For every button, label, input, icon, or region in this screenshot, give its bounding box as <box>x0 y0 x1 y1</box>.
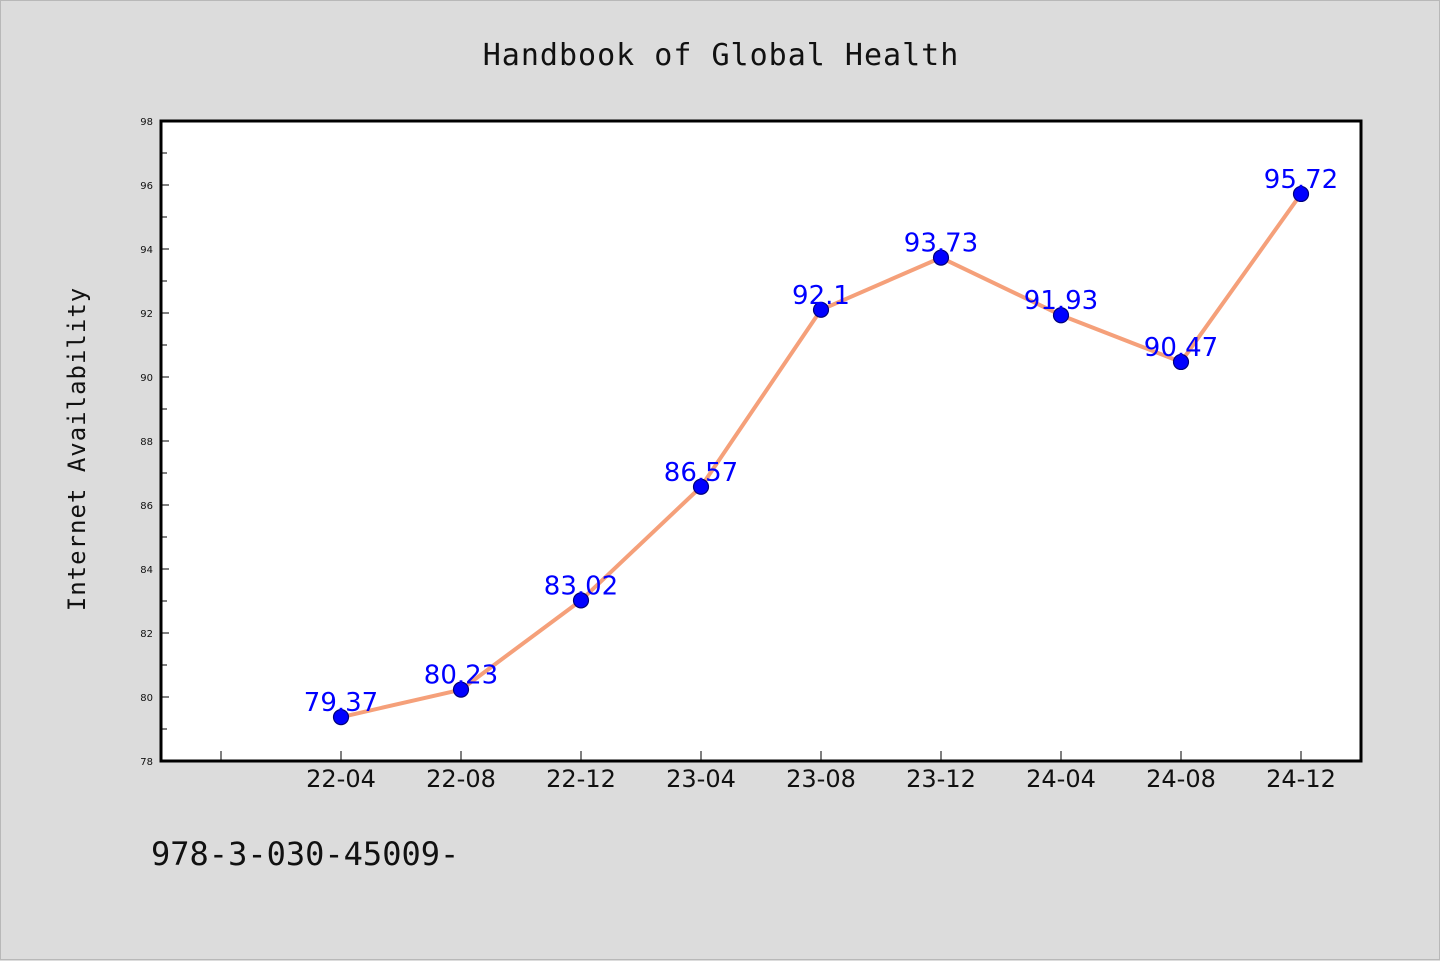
data-label: 86.57 <box>664 458 738 488</box>
data-label: 79.37 <box>304 688 378 718</box>
y-axis-label: Internet Availability <box>63 287 91 611</box>
plot-frame <box>159 119 1363 763</box>
x-axis: 22-04 22-08 22-12 23-04 23-08 23-12 24-04 24-08… <box>220 751 1336 793</box>
y-tick-label: 86 <box>140 501 153 512</box>
y-tick-label: 78 <box>140 757 153 768</box>
chart-title: Handbook of Global Health <box>483 38 960 73</box>
y-axis: 78 80 82 84 86 88 90 92 94 96 98 <box>140 117 169 768</box>
y-tick-label: 96 <box>140 181 153 192</box>
y-tick-label: 82 <box>140 629 153 640</box>
data-label: 95.72 <box>1264 165 1338 195</box>
data-point <box>692 478 710 495</box>
x-tick-label: 24-08 <box>1146 765 1216 793</box>
data-point <box>812 301 830 318</box>
data-label: 91.93 <box>1024 286 1098 316</box>
y-tick-label: 88 <box>140 437 153 448</box>
plot-area <box>161 121 1361 761</box>
y-tick-label: 84 <box>140 565 153 576</box>
data-label: 92.1 <box>792 281 850 311</box>
y-tick-label: 98 <box>140 117 153 128</box>
x-tick-label: 23-04 <box>666 765 736 793</box>
y-tick-label: 80 <box>140 693 153 704</box>
x-tick-label: 22-12 <box>546 765 616 793</box>
data-label: 93.73 <box>904 229 978 259</box>
x-tick-label: 24-12 <box>1266 765 1336 793</box>
series-layer: 79.37 80.23 83.02 86.57 92.1 93.73 91.93 90.47 9… <box>304 165 1338 726</box>
data-label: 83.02 <box>544 571 618 601</box>
data-point <box>1292 185 1310 203</box>
data-label: 90.47 <box>1144 333 1218 363</box>
x-tick-label: 23-08 <box>786 765 856 793</box>
x-tick-label: 24-04 <box>1026 765 1096 793</box>
y-tick-label: 94 <box>140 245 153 256</box>
y-tick-label: 90 <box>140 373 153 384</box>
data-point <box>572 592 590 609</box>
y-tick-label: 92 <box>140 309 153 320</box>
data-point <box>452 681 470 698</box>
isbn-footer: 978-3-030-45009- <box>151 835 459 873</box>
data-label: 80.23 <box>424 661 498 691</box>
data-point <box>1172 353 1190 371</box>
data-point <box>332 709 350 726</box>
x-tick-label: 22-08 <box>426 765 496 793</box>
data-point <box>1052 307 1070 324</box>
data-point <box>932 249 950 266</box>
x-tick-label: 22-04 <box>306 765 376 793</box>
x-tick-label: 23-12 <box>906 765 976 793</box>
